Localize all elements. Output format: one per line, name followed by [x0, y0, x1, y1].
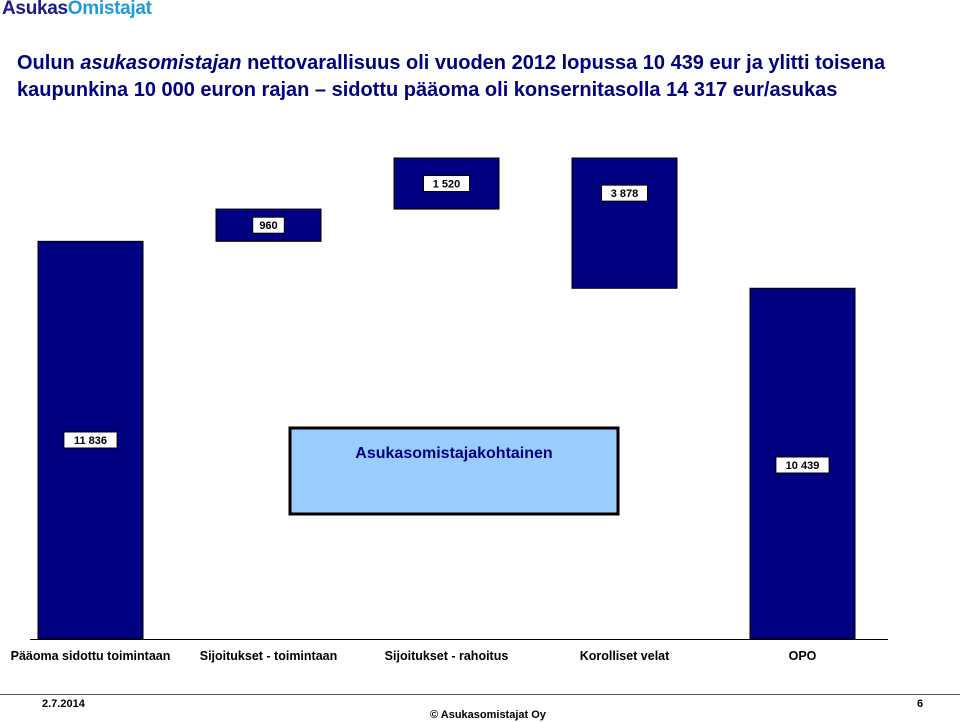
data-label-5: 10 439 — [786, 460, 820, 472]
footer-divider — [0, 694, 960, 695]
data-label-2: 960 — [259, 220, 277, 232]
data-label-box-5 — [775, 456, 830, 474]
annotation-text: Asukasomistajakohtainen — [355, 445, 552, 462]
data-label-box-3 — [423, 175, 470, 193]
title-part2: asukasomistajan — [80, 52, 242, 74]
bar-4 — [571, 157, 678, 289]
logo: AsukasOmistajat — [2, 0, 152, 20]
title-part3: nettovarallisuus oli vuoden 2012 lopussa… — [241, 52, 886, 74]
data-label-1: 11 836 — [74, 435, 107, 447]
category-label-4: Korolliset velat — [580, 649, 670, 663]
logo-part1: Asukas — [2, 0, 68, 19]
footer-date: 2.7.2014 — [42, 698, 85, 710]
category-label-3: Sijoitukset - rahoitus — [385, 649, 509, 663]
category-label-1: Pääoma sidottu toimintaan — [11, 649, 171, 663]
footer-page-number: 6 — [917, 698, 924, 710]
title-line2: kaupunkina 10 000 euron rajan – sidottu … — [17, 79, 838, 101]
footer-copyright: © Asukasomistajat Oy — [430, 709, 546, 721]
data-label-4: 3 878 — [611, 188, 639, 200]
annotation-box — [288, 426, 620, 516]
data-label-box-1 — [63, 431, 118, 449]
data-label-box-2 — [252, 216, 285, 234]
data-label-box-4 — [601, 184, 648, 202]
category-label-5: OPO — [789, 649, 817, 663]
category-label-2: Sijoitukset - toimintaan — [200, 649, 338, 663]
slide-title: Oulun asukasomistajan nettovarallisuus o… — [17, 50, 917, 104]
data-label-3: 1 520 — [433, 179, 461, 191]
logo-part2: Omistajat — [67, 0, 152, 19]
title-part1: Oulun — [17, 52, 81, 74]
